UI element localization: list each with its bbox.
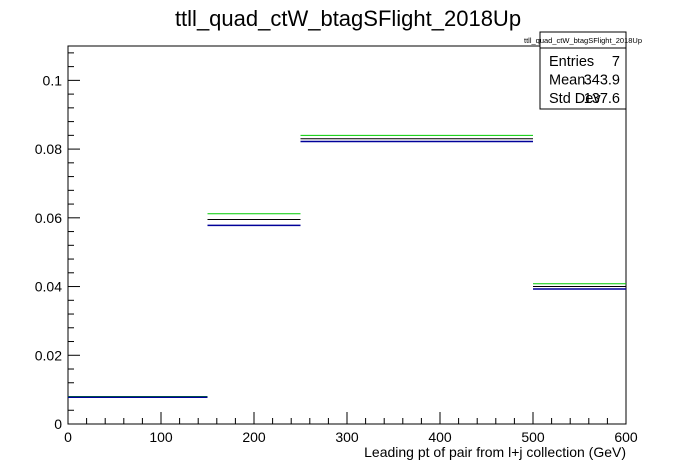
stats-label: Entries xyxy=(549,54,594,70)
stats-label: Mean xyxy=(549,73,585,89)
x-tick-label: 100 xyxy=(149,429,173,445)
axes: 0 100 200 300 400 500 600 0 0.02 0.04 0.06 0.08 0.1 xyxy=(35,45,638,445)
x-axis-label: Leading pt of pair from l+j collection (… xyxy=(364,444,626,460)
stats-box-title: ttll_quad_ctW_btagSFlight_2018Up xyxy=(524,36,642,45)
y-tick-label: 0.02 xyxy=(35,347,62,363)
x-tick-label: 500 xyxy=(521,429,545,445)
histogram-bars xyxy=(68,134,626,398)
y-tick-label: 0 xyxy=(54,416,62,432)
stats-box-frame xyxy=(539,31,627,110)
y-tick-label: 0.04 xyxy=(35,279,62,295)
x-tick-label: 0 xyxy=(64,429,72,445)
x-tick-label: 200 xyxy=(242,429,266,445)
y-tick-label: 0.08 xyxy=(35,141,62,157)
stats-label: Std Dev xyxy=(549,91,601,107)
x-tick-label: 300 xyxy=(335,429,359,445)
chart-title: ttll_quad_ctW_btagSFlight_2018Up xyxy=(175,6,521,31)
y-tick-label: 0.1 xyxy=(43,72,63,88)
x-tick-label: 400 xyxy=(428,429,452,445)
stats-box: ttll_quad_ctW_btagSFlight_2018Up Entries… xyxy=(524,31,642,110)
stats-value: 343.9 xyxy=(584,73,620,89)
stats-value: 7 xyxy=(612,54,620,70)
stats-value: 137.6 xyxy=(584,91,620,107)
y-tick-label: 0.06 xyxy=(35,210,62,226)
x-tick-label: 600 xyxy=(614,429,638,445)
